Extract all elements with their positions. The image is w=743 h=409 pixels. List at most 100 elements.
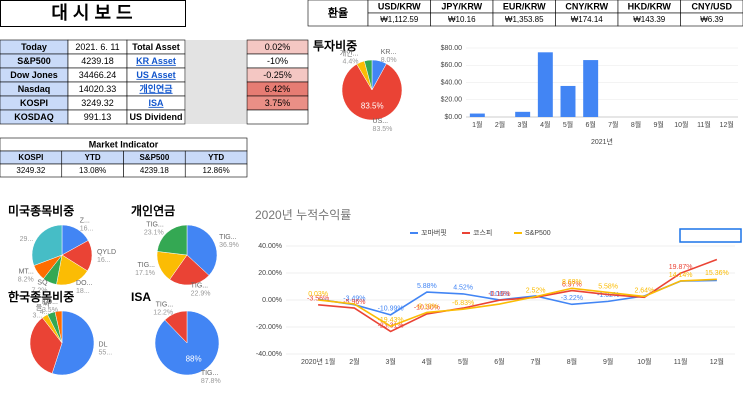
market-header: S&P500 <box>139 153 169 162</box>
asset-link[interactable]: KR Asset <box>136 56 176 66</box>
x-tick-label: 5월 <box>563 120 573 129</box>
pie-category: Z... <box>80 218 90 225</box>
row-value: 2021. 6. 11 <box>75 42 119 52</box>
bar <box>537 52 553 117</box>
pie-value-label: 3... <box>32 313 42 320</box>
y-tick-label: 20.00% <box>258 270 282 277</box>
data-label: 4.52% <box>453 285 473 292</box>
pie-category: US... <box>373 118 389 125</box>
x-tick-label: 8월 <box>567 357 577 366</box>
pie-title: ISA <box>131 290 151 304</box>
x-tick-label: 9월 <box>653 120 663 129</box>
exchange-header: CNY/USD <box>691 1 732 11</box>
x-tick-label: 10월 <box>674 120 688 129</box>
row-value: 4239.18 <box>81 56 114 66</box>
pie-category: SQ <box>37 280 48 287</box>
data-label: -6.83% <box>452 300 474 307</box>
data-label: -10.30% <box>414 305 440 312</box>
x-tick-label: 11월 <box>674 357 688 366</box>
data-label: 2.52% <box>526 287 546 294</box>
pie-inner-label: 88% <box>186 354 202 363</box>
y-tick-label: 0.00% <box>262 297 282 304</box>
row-label: Today <box>21 42 47 52</box>
pie-category: 씨 <box>43 300 49 308</box>
market-value-cell <box>184 163 248 178</box>
exchange-value: ₩1,112.59 <box>380 15 419 24</box>
data-label: -0.16% <box>488 291 510 298</box>
y-tick-label: 40.00% <box>258 243 282 250</box>
x-tick-label: 3월 <box>385 357 395 366</box>
asset-name: US Dividend <box>129 112 182 122</box>
data-label: 0.03% <box>308 291 328 298</box>
pie-value-label: 29... <box>20 236 34 243</box>
asset-return: 0.02% <box>265 42 291 52</box>
asset-return: -10% <box>267 56 288 66</box>
pie-category: DO... <box>76 280 92 287</box>
pie-slice <box>364 59 373 91</box>
row-value: 34466.24 <box>79 70 117 80</box>
market-header: YTD <box>208 153 224 162</box>
pie-value-label: 55... <box>99 350 113 357</box>
exchange-header: USD/KRW <box>378 1 421 11</box>
y-tick-label: $60.00 <box>441 62 463 69</box>
exchange-header: EUR/KRW <box>503 1 546 11</box>
x-tick-label: 2월 <box>495 120 505 129</box>
exchange-value: ₩143.39 <box>633 15 666 24</box>
exchange-header: CNY/KRW <box>565 1 608 11</box>
market-value: 4239.18 <box>140 166 169 175</box>
x-tick-label: 5월 <box>458 357 468 366</box>
pie-category: TIG... <box>138 262 156 269</box>
blurred-cell <box>186 40 246 54</box>
blurred-cell <box>186 96 246 110</box>
x-tick-label: 4월 <box>422 357 432 366</box>
bar <box>469 113 485 117</box>
x-tick-label: 7월 <box>608 120 618 129</box>
data-label: 8.68% <box>562 279 582 286</box>
x-tick-label: 2월 <box>349 357 359 366</box>
pie-slice <box>54 310 63 344</box>
data-label: -19.43% <box>378 317 404 324</box>
data-label: -3.49% <box>343 296 365 303</box>
legend-label: 코스피 <box>473 228 492 237</box>
exchange-value: ₩10.16 <box>448 15 476 24</box>
x-tick-label: 6월 <box>494 357 504 366</box>
pie-category: TIG... <box>201 370 219 377</box>
asset-link[interactable]: 개인연금 <box>139 83 173 94</box>
row-value: 3249.32 <box>81 98 114 108</box>
data-label: 0.06% <box>489 291 509 298</box>
x-tick-label: 2020년 1월 <box>301 357 335 366</box>
pie-value-label: 12.2% <box>153 310 173 317</box>
bar <box>583 60 599 117</box>
pie-value-label: 22.9% <box>191 291 211 298</box>
x-tick-label: 12월 <box>720 120 734 129</box>
market-value: 12.86% <box>203 166 230 175</box>
pie-value-label: 18... <box>76 288 90 295</box>
asset-link[interactable]: ISA <box>148 98 164 108</box>
exchange-value: ₩1,353.85 <box>505 15 544 24</box>
market-value: 3249.32 <box>16 166 45 175</box>
pie-value-label: 23.1% <box>144 230 164 237</box>
pie-slice <box>169 254 210 286</box>
x-tick-label: 11월 <box>697 120 711 129</box>
pie-slice <box>164 310 188 344</box>
pie-value-label: 16... <box>80 226 94 233</box>
cell-selection <box>679 228 742 243</box>
row-label: KOSPI <box>20 98 48 108</box>
pie-value-label: 7.2% <box>32 288 48 295</box>
pie-slice <box>156 224 188 256</box>
data-label: 2.64% <box>634 287 654 294</box>
pie-value-label: 8.2% <box>18 277 34 284</box>
data-label: 19.87% <box>669 264 693 271</box>
x-tick-label: 12월 <box>710 357 724 366</box>
pie-category: QYLD <box>97 249 116 256</box>
asset-link[interactable]: US Asset <box>136 70 175 80</box>
dashboard-title: 대 시 보 드 <box>51 3 132 23</box>
x-axis-title: 2021년 <box>591 137 613 146</box>
data-label: 6.97% <box>562 281 582 288</box>
data-label: 5.88% <box>417 283 437 290</box>
y-tick-label: $40.00 <box>441 79 463 86</box>
pie-category: TIG... <box>191 283 209 290</box>
market-header: KOSPI <box>18 153 43 162</box>
x-tick-label: 9월 <box>603 357 613 366</box>
